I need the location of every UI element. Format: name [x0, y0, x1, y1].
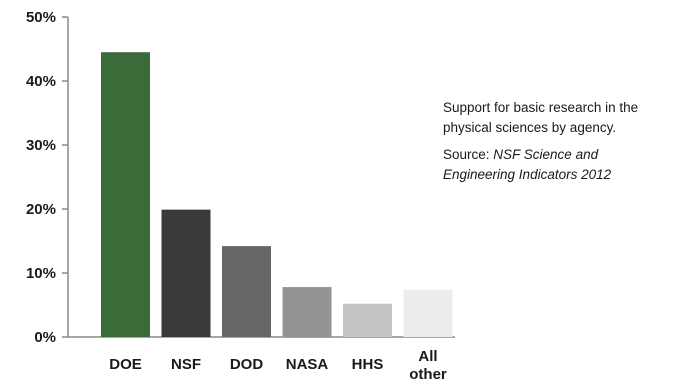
x-category-label: All other [409, 348, 447, 383]
bar-group [101, 52, 453, 337]
x-category-label: NSF [171, 356, 201, 373]
y-tick-label: 10% [26, 265, 56, 282]
x-category-label: HHS [352, 356, 384, 373]
chart-caption: Support for basic research in the physic… [443, 98, 668, 184]
y-tick-label: 30% [26, 137, 56, 154]
x-category-label: NASA [286, 356, 329, 373]
y-tick-label: 40% [26, 73, 56, 90]
y-tick-label: 20% [26, 201, 56, 218]
bar-doe [101, 52, 150, 337]
bar-all-other [403, 289, 453, 337]
bar-nsf [161, 209, 211, 337]
x-category-label: DOD [230, 356, 264, 373]
caption-source: Source: NSF Science and Engineering Indi… [443, 145, 668, 184]
y-tick-label: 0% [34, 329, 56, 346]
y-tick-label: 50% [26, 9, 56, 26]
y-tick-group: 0% 10% 20% 30% 40% 50% [26, 9, 68, 346]
category-label-group: DOE NSF DOD NASA HHS All other [109, 348, 447, 383]
caption-description: Support for basic research in the physic… [443, 100, 639, 135]
x-category-label: DOE [109, 356, 142, 373]
bar-nasa [282, 287, 332, 337]
bar-dod [222, 246, 271, 337]
source-title: NSF Science and Engineering Indicators 2… [443, 147, 612, 182]
bar-hhs [343, 303, 392, 337]
source-prefix: Source: [443, 147, 494, 162]
